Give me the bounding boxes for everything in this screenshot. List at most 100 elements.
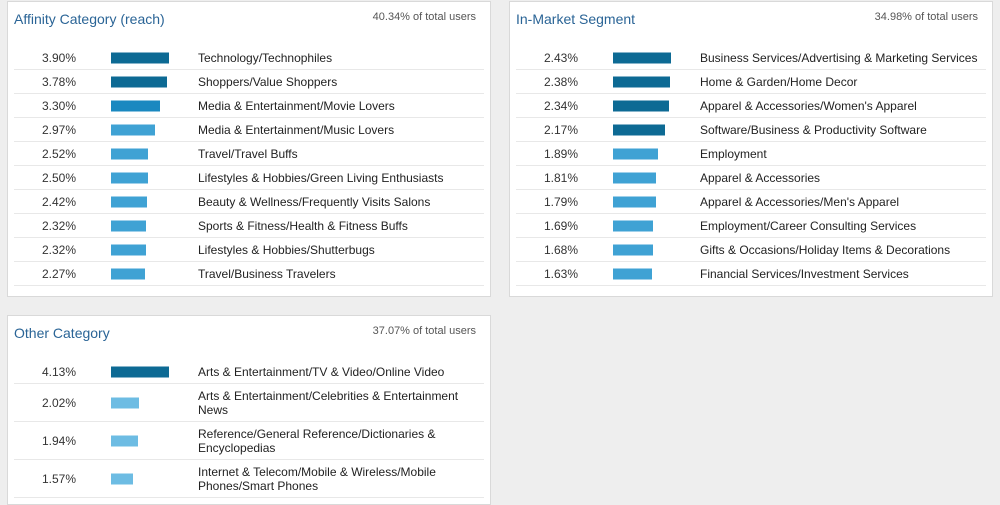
percent-bar	[111, 268, 145, 279]
percent-value: 2.34%	[544, 98, 579, 113]
table-row: 2.43% Business Services/Advertising & Mar…	[516, 46, 986, 70]
percent-value: 2.97%	[42, 122, 77, 137]
affinity-total-users: 40.34% of total users	[372, 11, 476, 23]
affinity-category-title[interactable]: Affinity Category (reach)	[14, 11, 165, 27]
percent-bar	[111, 435, 138, 446]
category-label[interactable]: Travel/Business Travelers	[198, 266, 336, 281]
category-label[interactable]: Lifestyles & Hobbies/Shutterbugs	[198, 242, 375, 257]
percent-bar	[613, 148, 658, 159]
percent-bar	[111, 196, 147, 207]
category-label[interactable]: Home & Garden/Home Decor	[700, 74, 858, 89]
percent-value: 1.89%	[544, 146, 579, 161]
category-label[interactable]: Sports & Fitness/Health & Fitness Buffs	[198, 218, 408, 233]
category-label[interactable]: Shoppers/Value Shoppers	[198, 74, 338, 89]
category-label[interactable]: Beauty & Wellness/Frequently Visits Salo…	[198, 194, 431, 209]
percent-value: 3.90%	[42, 50, 77, 65]
table-row: 2.97% Media & Entertainment/Music Lovers	[14, 118, 484, 142]
percent-value: 2.50%	[42, 170, 77, 185]
table-row: 2.02% Arts & Entertainment/Celebrities & …	[14, 384, 484, 422]
table-row: 2.52% Travel/Travel Buffs	[14, 142, 484, 166]
category-label[interactable]: Apparel & Accessories/Women's Apparel	[700, 98, 917, 113]
category-label[interactable]: Financial Services/Investment Services	[700, 266, 909, 281]
percent-value: 1.79%	[544, 194, 579, 209]
percent-bar	[111, 148, 148, 159]
percent-value: 1.57%	[42, 471, 77, 486]
percent-value: 2.27%	[42, 266, 77, 281]
percent-value: 4.13%	[42, 364, 77, 379]
percent-bar	[111, 244, 146, 255]
table-row: 2.17% Software/Business & Productivity So…	[516, 118, 986, 142]
category-label[interactable]: Travel/Travel Buffs	[198, 146, 298, 161]
table-row: 3.30% Media & Entertainment/Movie Lovers	[14, 94, 484, 118]
percent-bar	[613, 124, 665, 135]
other-rows: 4.13% Arts & Entertainment/TV & Video/Onl…	[14, 360, 484, 498]
percent-value: 2.17%	[544, 122, 579, 137]
percent-bar	[613, 268, 652, 279]
in-market-rows: 2.43% Business Services/Advertising & Mar…	[516, 46, 986, 286]
category-label[interactable]: Media & Entertainment/Movie Lovers	[198, 98, 395, 113]
percent-bar	[613, 100, 669, 111]
in-market-segment-title[interactable]: In-Market Segment	[516, 11, 636, 27]
other-category-title[interactable]: Other Category	[14, 325, 110, 341]
percent-value: 2.42%	[42, 194, 77, 209]
percent-value: 1.81%	[544, 170, 579, 185]
percent-bar	[111, 172, 148, 183]
table-row: 1.94% Reference/General Reference/Diction…	[14, 422, 484, 460]
percent-value: 2.43%	[544, 50, 579, 65]
table-row: 1.89% Employment	[516, 142, 986, 166]
category-label[interactable]: Lifestyles & Hobbies/Green Living Enthus…	[198, 170, 444, 185]
table-row: 1.79% Apparel & Accessories/Men's Apparel	[516, 190, 986, 214]
in-market-total-users: 34.98% of total users	[874, 11, 978, 23]
percent-bar	[613, 76, 670, 87]
table-row: 2.34% Apparel & Accessories/Women's Appar…	[516, 94, 986, 118]
percent-value: 2.38%	[544, 74, 579, 89]
in-market-segment-panel: In-Market Segment 34.98% of total users …	[509, 1, 993, 297]
percent-value: 1.69%	[544, 218, 579, 233]
table-row: 2.27% Travel/Business Travelers	[14, 262, 484, 286]
percent-bar	[111, 397, 139, 408]
category-label[interactable]: Business Services/Advertising & Marketin…	[700, 50, 978, 65]
table-row: 3.78% Shoppers/Value Shoppers	[14, 70, 484, 94]
table-row: 1.68% Gifts & Occasions/Holiday Items & D…	[516, 238, 986, 262]
percent-value: 3.30%	[42, 98, 77, 113]
percent-value: 1.94%	[42, 433, 77, 448]
percent-value: 1.63%	[544, 266, 579, 281]
category-label[interactable]: Apparel & Accessories/Men's Apparel	[700, 194, 900, 209]
percent-value: 2.52%	[42, 146, 77, 161]
category-label[interactable]: Arts & Entertainment/TV & Video/Online V…	[198, 364, 445, 379]
table-row: 1.57% Internet & Telecom/Mobile & Wireles…	[14, 460, 484, 498]
category-label[interactable]: Reference/General Reference/Dictionaries…	[198, 426, 436, 455]
category-label[interactable]: Software/Business & Productivity Softwar…	[700, 122, 927, 137]
table-row: 1.81% Apparel & Accessories	[516, 166, 986, 190]
percent-value: 2.02%	[42, 395, 77, 410]
category-label[interactable]: Technology/Technophiles	[198, 50, 333, 65]
category-label[interactable]: Internet & Telecom/Mobile & Wireless/Mob…	[198, 464, 436, 493]
percent-bar	[111, 366, 169, 377]
table-row: 2.32% Lifestyles & Hobbies/Shutterbugs	[14, 238, 484, 262]
category-label[interactable]: Apparel & Accessories	[700, 170, 821, 185]
category-label[interactable]: Media & Entertainment/Music Lovers	[198, 122, 395, 137]
percent-bar	[613, 52, 671, 63]
table-row: 2.50% Lifestyles & Hobbies/Green Living E…	[14, 166, 484, 190]
table-row: 2.42% Beauty & Wellness/Frequently Visits…	[14, 190, 484, 214]
table-row: 3.90% Technology/Technophiles	[14, 46, 484, 70]
category-label[interactable]: Gifts & Occasions/Holiday Items & Decora…	[700, 242, 951, 257]
table-row: 1.69% Employment/Career Consulting Servic…	[516, 214, 986, 238]
category-label[interactable]: Employment	[700, 146, 767, 161]
percent-bar	[613, 196, 656, 207]
percent-bar	[613, 172, 656, 183]
percent-bar	[111, 124, 155, 135]
percent-bar	[613, 220, 653, 231]
other-category-panel: Other Category 37.07% of total users 4.1…	[7, 315, 491, 505]
percent-bar	[111, 220, 146, 231]
percent-bar	[111, 76, 167, 87]
table-row: 2.38% Home & Garden/Home Decor	[516, 70, 986, 94]
category-label[interactable]: Employment/Career Consulting Services	[700, 218, 917, 233]
other-total-users: 37.07% of total users	[372, 325, 476, 337]
table-row: 4.13% Arts & Entertainment/TV & Video/Onl…	[14, 360, 484, 384]
affinity-category-panel: Affinity Category (reach) 40.34% of tota…	[7, 1, 491, 297]
percent-bar	[111, 100, 160, 111]
table-row: 1.63% Financial Services/Investment Servi…	[516, 262, 986, 286]
percent-value: 3.78%	[42, 74, 77, 89]
category-label[interactable]: Arts & Entertainment/Celebrities & Enter…	[198, 388, 459, 417]
